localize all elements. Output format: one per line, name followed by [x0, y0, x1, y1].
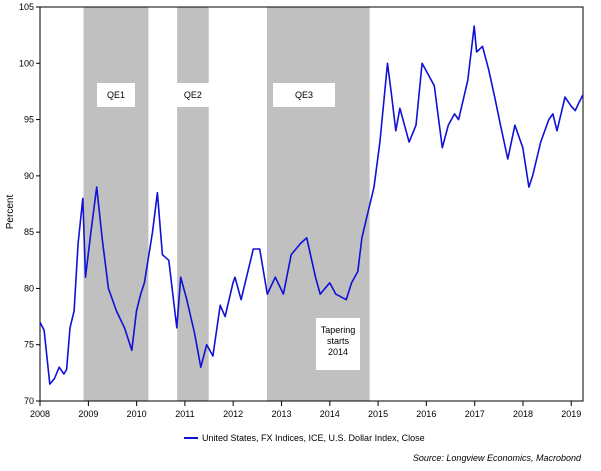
x-tick-label-2012: 2012	[223, 409, 243, 419]
y-axis-label: Percent	[5, 195, 16, 230]
y-tick-label-80: 80	[24, 283, 34, 293]
qe-label-layer: QE1 QE2 QE3	[96, 83, 336, 107]
x-tick-label-2017: 2017	[465, 409, 485, 419]
series-layer	[39, 25, 584, 385]
series-line-0	[39, 25, 584, 385]
legend-label: United States, FX Indices, ICE, U.S. Dol…	[202, 433, 425, 443]
qe-shade-qe1	[83, 7, 149, 401]
plot-frame	[39, 6, 584, 402]
tapering-box	[316, 318, 360, 370]
x-tick-label-2008: 2008	[30, 409, 50, 419]
tapering-text-2: 2014	[328, 347, 348, 357]
x-tick-label-2016: 2016	[416, 409, 436, 419]
tapering-text-1: starts	[327, 336, 350, 346]
y-axis: 70 75 80 85 90 95 100 105	[19, 2, 40, 406]
x-tick-label-2011: 2011	[175, 409, 194, 419]
x-tick-label-2009: 2009	[78, 409, 98, 419]
x-axis: 2008 2009 2010 2011 2012 2013 2014 2015 2016 2017…	[30, 401, 581, 419]
legend-swatch	[184, 437, 198, 439]
qe-label-box-qe1	[96, 83, 135, 107]
tapering-text-0: Tapering	[321, 325, 356, 335]
qe-shade-qe2	[177, 7, 209, 401]
x-tick-label-2013: 2013	[272, 409, 292, 419]
x-tick-label-2015: 2015	[368, 409, 388, 419]
y-tick-label-75: 75	[24, 340, 34, 350]
y-tick-label-70: 70	[24, 396, 34, 406]
qe-label-qe2: QE2	[184, 90, 202, 100]
qe-label-qe1: QE1	[107, 90, 125, 100]
plot-border	[39, 6, 584, 402]
y-tick-label-95: 95	[24, 115, 34, 125]
source-note: Source: Longview Economics, Macrobond	[412, 453, 581, 463]
qe-label-box-qe2	[173, 83, 212, 107]
qe-label-box-qe3	[273, 83, 336, 107]
y-tick-label-100: 100	[19, 58, 34, 68]
x-tick-label-2010: 2010	[127, 409, 147, 419]
x-tick-label-2019: 2019	[561, 409, 581, 419]
y-tick-label-90: 90	[24, 171, 34, 181]
y-tick-label-85: 85	[24, 227, 34, 237]
x-tick-label-2018: 2018	[513, 409, 533, 419]
qe-label-qe3: QE3	[295, 90, 313, 100]
x-tick-label-2014: 2014	[320, 409, 340, 419]
legend: United States, FX Indices, ICE, U.S. Dol…	[184, 433, 425, 443]
y-tick-label-105: 105	[19, 2, 34, 12]
